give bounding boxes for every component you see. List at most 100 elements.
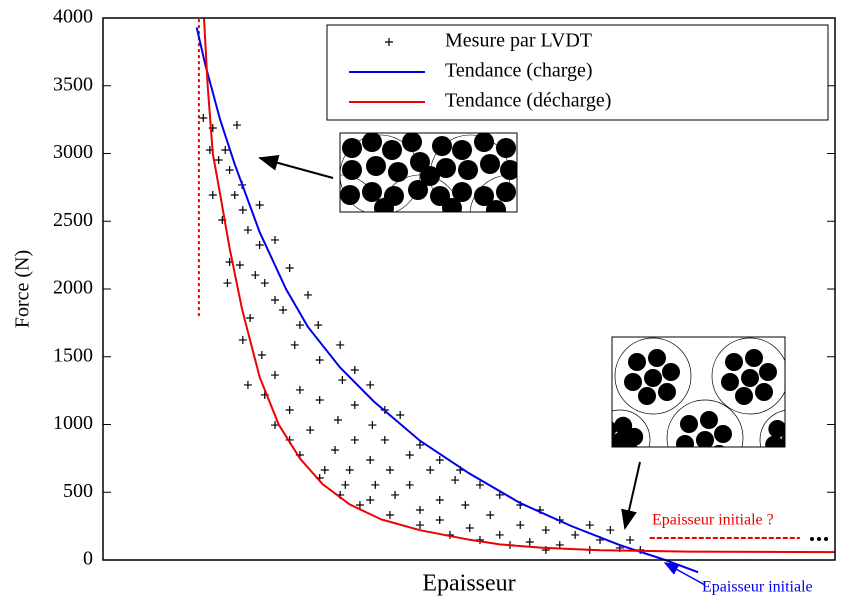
scatter-point xyxy=(251,271,260,280)
scatter-point xyxy=(405,450,414,459)
fibre xyxy=(735,387,753,405)
insets xyxy=(258,132,828,586)
fibre xyxy=(662,363,680,381)
scatter-point xyxy=(223,279,232,288)
fibre xyxy=(690,449,708,467)
grain-outline xyxy=(711,337,785,415)
scatter-point xyxy=(368,421,377,430)
fibre xyxy=(714,425,732,443)
legend-label: Mesure par LVDT xyxy=(445,30,592,52)
fibre xyxy=(382,140,402,160)
scatter-point xyxy=(435,516,444,525)
fibre xyxy=(436,158,456,178)
fibre xyxy=(388,162,408,182)
y-tick-label: 0 xyxy=(83,548,93,570)
x-axis-label: Epaisseur xyxy=(422,571,515,597)
inset-dense-content xyxy=(340,133,517,212)
fibre xyxy=(613,446,618,447)
scatter-point xyxy=(380,435,389,444)
fibre xyxy=(474,186,494,206)
fibre xyxy=(628,353,646,371)
fibre xyxy=(676,435,694,447)
scatter-point xyxy=(415,440,424,449)
scatter-point xyxy=(585,521,594,530)
fibre xyxy=(755,383,773,401)
fibre xyxy=(680,415,698,433)
scatter-point xyxy=(366,456,375,465)
fibre xyxy=(759,363,777,381)
scatter-point xyxy=(391,490,400,499)
fibre xyxy=(700,411,718,429)
fibre xyxy=(612,432,629,447)
scatter-point xyxy=(271,295,280,304)
arrow xyxy=(663,562,706,586)
scatter-point xyxy=(295,321,304,330)
scatter-point xyxy=(435,495,444,504)
annotation: Epaisseur initiale xyxy=(702,579,813,596)
fibre xyxy=(638,387,656,405)
inset-loose-content xyxy=(612,337,813,467)
scatter-point xyxy=(331,445,340,454)
scatter-point xyxy=(345,466,354,475)
dot xyxy=(810,537,814,541)
scatter-point xyxy=(350,400,359,409)
fibre xyxy=(783,446,785,447)
plot-frame xyxy=(102,17,836,561)
y-tick-label: 1000 xyxy=(53,412,93,434)
plot-layer xyxy=(103,17,836,574)
fibre xyxy=(612,440,614,447)
fibre xyxy=(784,421,785,430)
fibre xyxy=(658,383,676,401)
scatter-point xyxy=(225,166,234,175)
grain-outline xyxy=(759,410,785,447)
scatter-point xyxy=(366,380,375,389)
y-tick-label: 2500 xyxy=(53,209,93,231)
scatter-point xyxy=(336,340,345,349)
fibre xyxy=(624,373,642,391)
fibre xyxy=(713,445,725,447)
scatter-point xyxy=(451,476,460,485)
scatter-point xyxy=(338,376,347,385)
trend-line xyxy=(195,27,699,574)
fibre xyxy=(408,180,428,200)
scatter-point xyxy=(260,279,269,288)
y-tick-label: 500 xyxy=(63,480,93,502)
scatter-point xyxy=(341,480,350,489)
y-tick-label: 4000 xyxy=(53,6,93,28)
fibre xyxy=(624,443,639,447)
scatter-point xyxy=(606,526,615,535)
scatter-point xyxy=(279,306,288,315)
scatter-point xyxy=(385,511,394,520)
scatter-point xyxy=(571,530,580,539)
annotation: Epaisseur initiale ? xyxy=(652,512,774,529)
scatter-point xyxy=(366,495,375,504)
legend: Mesure par LVDT Tendance (charge) Tendance… xyxy=(326,24,829,121)
fibre xyxy=(480,154,500,174)
arrow xyxy=(621,461,641,530)
scatter-point xyxy=(285,406,294,415)
scatter-point xyxy=(295,385,304,394)
scatter-point xyxy=(306,426,315,435)
fibre xyxy=(625,427,644,446)
legend-marker xyxy=(385,38,393,46)
scatter-point xyxy=(271,421,280,430)
y-tick-label: 1500 xyxy=(53,344,93,366)
fibre xyxy=(500,160,517,180)
scatter-point xyxy=(257,350,266,359)
scatter-point xyxy=(415,506,424,514)
scatter-point xyxy=(315,395,324,404)
scatter-point xyxy=(320,466,329,475)
scatter-point xyxy=(475,480,484,489)
scatter-point xyxy=(214,156,223,165)
fibre xyxy=(614,416,633,435)
scatter-point xyxy=(246,313,255,322)
scatter-point xyxy=(461,500,470,509)
fibre xyxy=(795,428,813,446)
scatter-point xyxy=(208,190,217,199)
fibre xyxy=(725,353,743,371)
scatter-point xyxy=(271,235,280,244)
fibre xyxy=(340,185,360,205)
fibre xyxy=(362,182,382,202)
scatter-point xyxy=(290,340,299,349)
